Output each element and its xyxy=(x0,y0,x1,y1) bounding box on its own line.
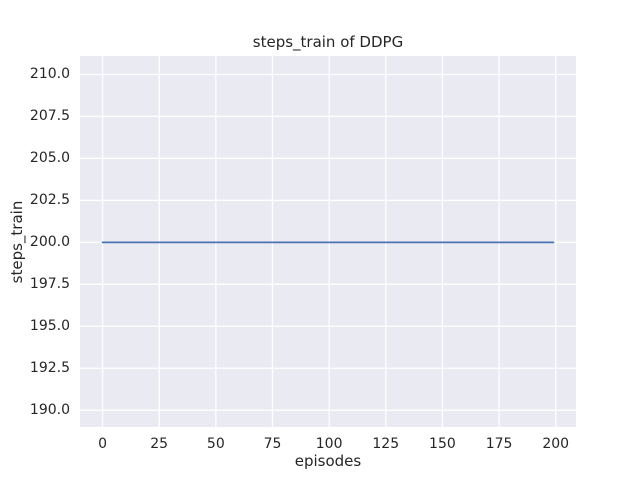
y-tick-label: 195.0 xyxy=(29,318,70,335)
x-tick-label: 100 xyxy=(315,436,343,452)
y-tick-label: 210.0 xyxy=(29,66,70,83)
x-tick-label: 175 xyxy=(485,436,513,452)
y-tick-label: 192.5 xyxy=(29,360,70,377)
chart-title: steps_train of DDPG xyxy=(252,33,404,51)
x-tick-label: 75 xyxy=(263,436,282,452)
y-tick-label: 207.5 xyxy=(29,108,70,125)
x-tick-label: 200 xyxy=(542,436,570,452)
x-tick-label: 125 xyxy=(372,436,400,452)
x-tick-label: 25 xyxy=(150,436,169,452)
x-axis-label: episodes xyxy=(294,452,362,470)
x-tick-label: 50 xyxy=(206,436,225,452)
y-tick-label: 205.0 xyxy=(29,150,70,167)
x-tick-label: 0 xyxy=(98,436,107,452)
y-tick-label: 197.5 xyxy=(29,276,70,293)
y-tick-label: 202.5 xyxy=(29,192,70,209)
y-tick-label: 190.0 xyxy=(29,402,70,419)
y-tick-label: 200.0 xyxy=(29,234,70,251)
x-tick-label: 150 xyxy=(429,436,456,452)
